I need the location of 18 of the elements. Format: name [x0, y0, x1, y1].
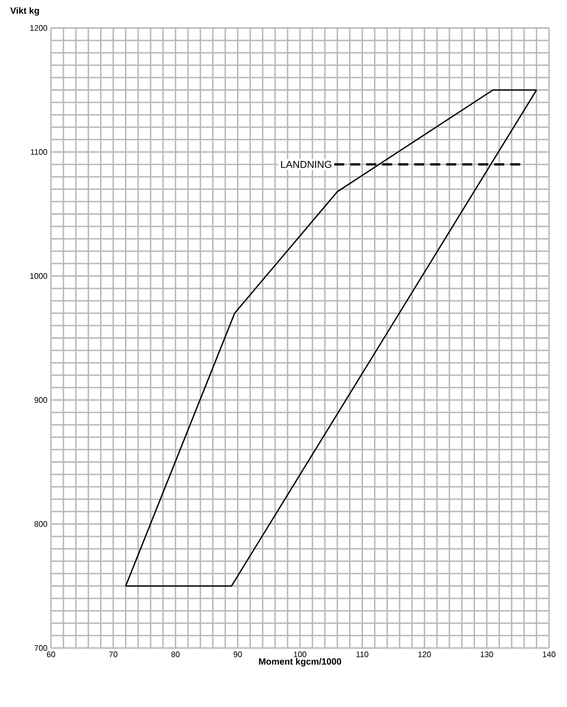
- y-tick-label: 700: [34, 645, 48, 651]
- y-tick-label: 1000: [30, 273, 48, 279]
- x-tick-label: 60: [46, 652, 56, 658]
- x-tick-label: 80: [171, 652, 180, 658]
- x-tick-label: 110: [356, 652, 368, 658]
- series-label: LANDNING: [281, 160, 332, 168]
- y-axis-title: Vikt kg: [10, 7, 39, 16]
- y-tick-label: 1200: [30, 25, 48, 31]
- y-tick-label: 800: [34, 521, 48, 527]
- x-tick-label: 90: [234, 652, 242, 658]
- x-tick-label: 70: [109, 652, 118, 658]
- x-tick-label: 130: [480, 652, 494, 658]
- y-tick-label: 1100: [30, 149, 48, 155]
- x-axis-title: Moment kgcm/1000: [259, 658, 342, 666]
- x-tick-label: 100: [294, 652, 306, 658]
- y-tick-label: 900: [34, 397, 48, 403]
- x-tick-label: 140: [542, 652, 556, 658]
- x-tick-label: 120: [418, 652, 431, 658]
